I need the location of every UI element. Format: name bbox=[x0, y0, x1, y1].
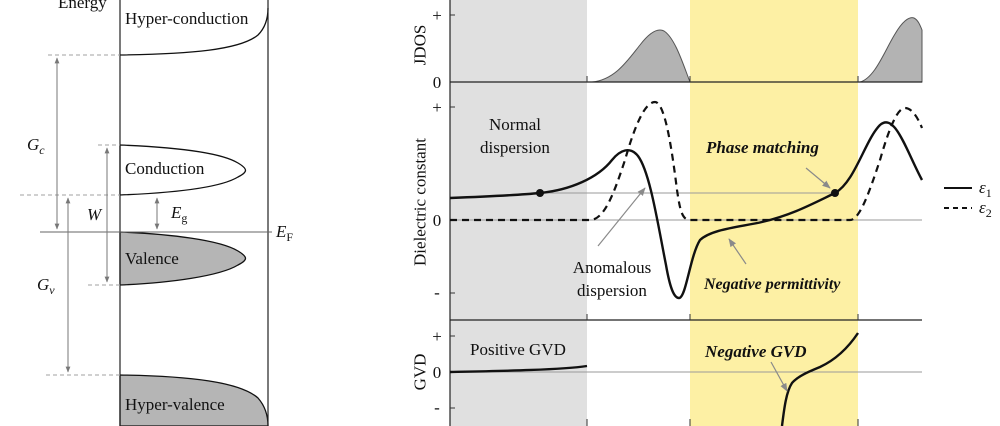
gc-symbol: G bbox=[27, 135, 39, 154]
legend-epsilon1-subscript: 1 bbox=[986, 186, 992, 200]
gvd-tick-plus: + bbox=[432, 327, 442, 346]
anomalous-dispersion-line-2: dispersion bbox=[577, 281, 647, 300]
phase-match-point-normal bbox=[536, 189, 544, 197]
energy-axis-label: Energy bbox=[58, 0, 107, 12]
ef-symbol: E bbox=[275, 222, 287, 241]
positive-gvd-curve bbox=[449, 364, 588, 374]
normal-dispersion-line-2: dispersion bbox=[480, 138, 550, 157]
jdos-peak-2 bbox=[859, 17, 923, 83]
jdos-tick-zero: 0 bbox=[433, 73, 442, 92]
legend-epsilon1-label: ε1 bbox=[979, 178, 992, 200]
legend: ε1 ε2 bbox=[944, 178, 992, 220]
gv-label: Gv bbox=[37, 275, 55, 297]
legend-epsilon2-subscript: 2 bbox=[986, 206, 992, 220]
eg-symbol: E bbox=[170, 203, 182, 222]
valence-band bbox=[119, 231, 247, 286]
anomalous-dispersion-line-1: Anomalous bbox=[573, 258, 651, 277]
ef-subscript: F bbox=[286, 230, 293, 244]
gv-symbol: G bbox=[37, 275, 49, 294]
phase-matching-label: Phase matching bbox=[705, 138, 819, 157]
phase-match-point-anomalous bbox=[831, 189, 839, 197]
epsilon1-curve bbox=[449, 121, 924, 300]
dielectric-ylabel: Dielectric constant bbox=[411, 138, 430, 266]
hyper-conduction-label: Hyper-conduction bbox=[125, 9, 249, 28]
negative-gvd-curve bbox=[780, 332, 859, 426]
positive-gvd-label: Positive GVD bbox=[470, 340, 566, 359]
legend-epsilon2-label: ε2 bbox=[979, 198, 992, 220]
gc-subscript: c bbox=[39, 143, 45, 157]
jdos-tick-plus: + bbox=[432, 6, 442, 25]
phase-matching-arrow bbox=[805, 167, 831, 189]
negative-gvd-arrow bbox=[770, 361, 788, 392]
negative-permittivity-arrow bbox=[728, 238, 747, 265]
conduction-band bbox=[119, 144, 247, 196]
epsilon2-curve bbox=[450, 100, 924, 222]
negative-permittivity-label: Negative permittivity bbox=[703, 276, 841, 293]
negative-gvd-label: Negative GVD bbox=[704, 342, 807, 361]
jdos-peak-1 bbox=[591, 29, 691, 83]
legend-epsilon1-symbol: ε bbox=[979, 178, 986, 197]
normal-dispersion-line-1: Normal bbox=[489, 115, 541, 134]
gvd-tick-zero: 0 bbox=[433, 363, 442, 382]
normal-dispersion-region bbox=[450, 0, 587, 426]
legend-epsilon2-symbol: ε bbox=[979, 198, 986, 217]
ef-label: EF bbox=[275, 222, 293, 244]
gv-subscript: v bbox=[49, 283, 55, 297]
anomalous-region bbox=[690, 0, 858, 426]
band-diagram: Energy Hyper-conduction Conduction Valen… bbox=[20, 0, 293, 426]
w-label: W bbox=[87, 205, 103, 224]
eg-subscript: g bbox=[181, 211, 187, 225]
hyper-valence-label: Hyper-valence bbox=[125, 395, 225, 414]
hyper-conduction-band bbox=[119, 7, 269, 56]
dielectric-tick-plus: + bbox=[432, 98, 442, 117]
jdos-ylabel: JDOS bbox=[411, 25, 430, 66]
gvd-tick-minus: - bbox=[434, 398, 440, 417]
valence-label: Valence bbox=[125, 249, 179, 268]
anomalous-dispersion-arrow bbox=[597, 187, 646, 247]
gvd-ylabel: GVD bbox=[411, 354, 430, 391]
gc-label: Gc bbox=[27, 135, 45, 157]
dielectric-tick-minus: - bbox=[434, 283, 440, 302]
dielectric-tick-zero: 0 bbox=[433, 211, 442, 230]
conduction-label: Conduction bbox=[125, 159, 205, 178]
eg-label: Eg bbox=[170, 203, 187, 225]
spectra-panels: JDOS Dielectric constant GVD + 0 + 0 - +… bbox=[411, 0, 924, 426]
